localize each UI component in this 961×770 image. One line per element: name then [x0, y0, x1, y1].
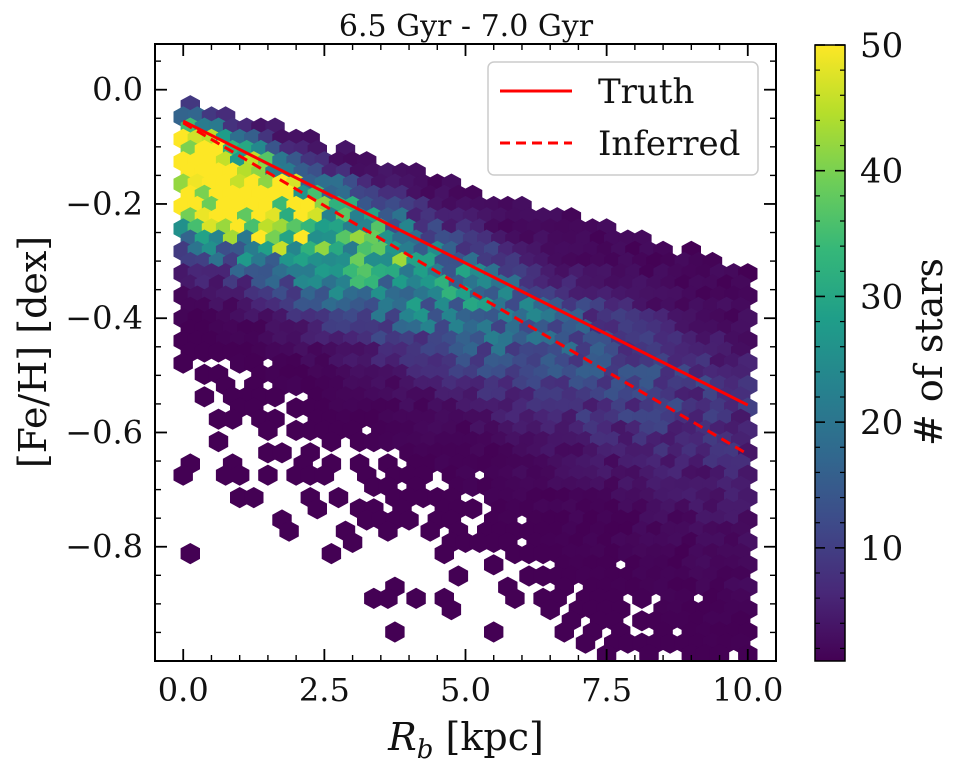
colorbar: 10 20 30 40 50 # of stars: [814, 26, 951, 662]
hexbin-cell: [575, 632, 596, 654]
x-axis-label-subscript: b: [417, 735, 434, 765]
hexbin-cell: [709, 643, 730, 661]
y-tick-label: −0.2: [65, 185, 143, 223]
hexbin-cell: [639, 643, 659, 661]
hexbin-cell: [378, 520, 398, 542]
x-tick-label: 0.0: [158, 671, 209, 709]
x-axis-ticks: 0.0 2.5 5.0 7.5 10.0: [154, 44, 783, 709]
hexbin-cell: [385, 621, 405, 643]
hexbin-cell: [321, 431, 342, 453]
series-line-inferred: [182, 121, 749, 456]
hexbin-cell: [505, 587, 525, 609]
x-axis-label-unit: [kpc]: [433, 715, 543, 759]
y-tick-label: −0.6: [65, 413, 143, 451]
hexbin-cell: [222, 408, 243, 430]
hexbin-cell: [230, 464, 250, 486]
hexbin-cell: [399, 509, 419, 531]
colorbar-label: # of stars: [907, 258, 951, 446]
hexbin-cell: [265, 386, 285, 408]
hexbin-cell: [632, 587, 652, 609]
x-axis-label: Rb [kpc]: [387, 715, 544, 765]
x-axis-label-symbol: R: [387, 715, 417, 759]
colorbar-tick-label: 40: [860, 152, 903, 192]
hexbin-cell: [342, 531, 363, 553]
hexbin-cell: [321, 543, 342, 565]
x-tick-label: 7.5: [581, 671, 632, 709]
hexbin-cell: [208, 431, 229, 453]
hexbin-cell: [194, 386, 215, 408]
legend: Truth Inferred: [487, 61, 759, 176]
colorbar-ticks: 10 20 30 40 50: [815, 26, 903, 650]
hexbin-cell: [441, 599, 462, 621]
y-axis-label: [Fe/H] [dex]: [11, 236, 55, 468]
colorbar-gradient: [814, 44, 846, 662]
hexbin-cell: [448, 565, 469, 587]
y-tick-label: −0.4: [65, 299, 143, 337]
hexbin-cell: [434, 543, 454, 565]
x-tick-label: 10.0: [712, 671, 783, 709]
colorbar-tick-label: 10: [860, 529, 903, 569]
y-tick-label: −0.8: [65, 528, 143, 566]
colorbar-tick-label: 50: [860, 26, 903, 66]
hexbin-cell: [279, 520, 299, 542]
legend-inferred-label: Inferred: [598, 124, 740, 164]
chart-title: 6.5 Gyr - 7.0 Gyr: [339, 9, 594, 44]
hexbin-cell: [314, 464, 335, 486]
x-tick-label: 5.0: [440, 671, 491, 709]
hexbin-cell: [244, 487, 264, 509]
hexbin-cell: [173, 352, 193, 374]
colorbar-tick-label: 20: [860, 403, 903, 443]
series-line-truth: [182, 119, 749, 407]
hexbin-cell: [378, 587, 398, 609]
y-axis-ticks: 0.0 −0.2 −0.4 −0.6 −0.8: [65, 60, 776, 634]
hexbin-cell: [173, 464, 193, 486]
hexbin-cell: [462, 498, 483, 520]
y-tick-label: 0.0: [92, 71, 143, 109]
hexbin-cell: [484, 554, 504, 576]
hexbin-cell: [307, 498, 327, 520]
hexbin-cell: [272, 442, 292, 464]
hexbin-cell: [406, 587, 426, 609]
x-tick-label: 2.5: [299, 671, 350, 709]
legend-truth-label: Truth: [598, 72, 694, 112]
fit-lines: [182, 119, 749, 456]
hexbin-cell: [258, 464, 278, 486]
hexbin-cell: [180, 543, 200, 565]
hexbin-cell: [540, 599, 560, 621]
hexbin-cells: [173, 95, 758, 661]
hexbin-cell: [258, 419, 278, 441]
colorbar-tick-label: 30: [860, 277, 903, 317]
hexbin-cell: [554, 621, 574, 643]
hexbin-cell: [328, 487, 349, 509]
hexbin-cell: [420, 520, 440, 542]
hexbin-cell: [484, 621, 504, 643]
